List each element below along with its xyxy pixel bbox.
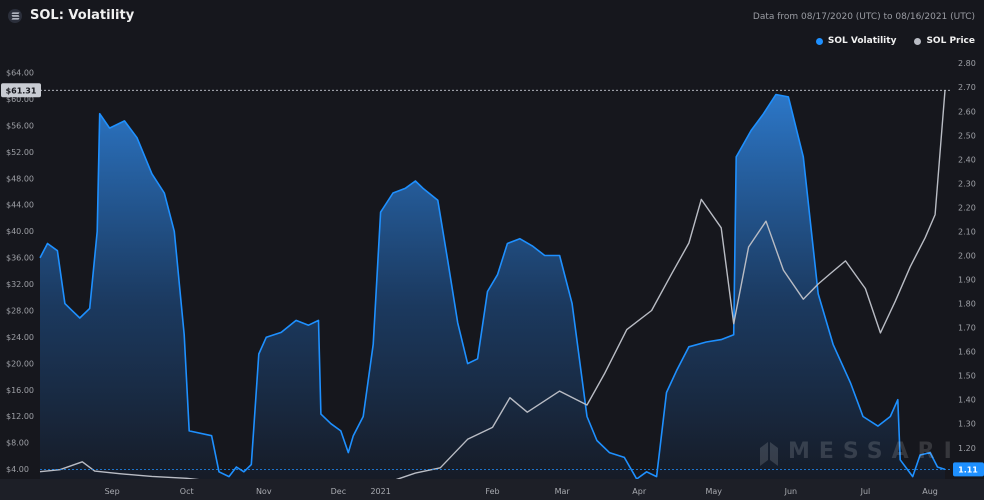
x-tick-label: Aug <box>922 487 938 496</box>
volatility-badge-label: 1.11 <box>958 465 978 474</box>
y-left-tick-label: $40.00 <box>6 227 34 236</box>
y-right-tick-label: 2.50 <box>958 131 976 140</box>
legend-item-volatility[interactable]: SOL Volatility <box>815 36 897 46</box>
y-right-tick-label: 1.70 <box>958 324 976 333</box>
y-left-tick-label: $48.00 <box>6 174 34 183</box>
volatility-area <box>40 94 945 479</box>
y-right-tick-label: 2.10 <box>958 227 976 236</box>
x-tick-label: Sep <box>105 487 120 496</box>
date-range-subtitle: Data from 08/17/2020 (UTC) to 08/16/2021… <box>752 12 975 22</box>
y-left-tick-label: $28.00 <box>6 306 34 315</box>
chart-title: SOL: Volatility <box>30 8 135 23</box>
price-badge-label: $61.31 <box>6 86 37 95</box>
price-badge <box>1 83 41 98</box>
x-tick-label: 2021 <box>370 487 390 496</box>
legend-dot-volatility <box>815 37 823 45</box>
x-tick-label: Nov <box>256 487 272 496</box>
chart-header: SOL: Volatility <box>8 8 134 23</box>
y-right-tick-label: 1.50 <box>958 372 976 381</box>
x-tick-label: Jun <box>784 487 798 496</box>
y-right-tick-label: 2.70 <box>958 83 976 92</box>
y-left-tick-label: $32.00 <box>6 280 34 289</box>
x-tick-label: Jul <box>860 487 871 496</box>
volatility-line[interactable] <box>39 93 946 480</box>
y-right-tick-label: 1.60 <box>958 348 976 357</box>
messari-watermark: MESSARI <box>788 439 961 464</box>
y-right-tick-label: 1.40 <box>958 396 976 405</box>
y-right-tick-label: 2.80 <box>958 59 976 68</box>
y-right-tick-label: 2.20 <box>958 203 976 212</box>
x-tick-label: May <box>706 487 723 496</box>
x-tick-label: Oct <box>180 487 194 496</box>
y-left-tick-label: $60.00 <box>6 95 34 104</box>
legend-dot-price <box>914 37 922 45</box>
chart-legend: SOL Volatility SOL Price <box>815 36 975 46</box>
y-right-tick-label: 1.20 <box>958 444 976 453</box>
y-right-tick-label: 2.40 <box>958 155 976 164</box>
y-right-tick-label: 2.00 <box>958 251 976 260</box>
y-right-tick-label: 1.90 <box>958 276 976 285</box>
volatility-badge <box>953 462 984 477</box>
y-left-tick-label: $44.00 <box>6 201 34 210</box>
x-tick-label: Mar <box>555 487 571 496</box>
y-left-tick-label: $4.00 <box>6 465 29 474</box>
y-right-tick-label: 1.30 <box>958 420 976 429</box>
y-left-tick-label: $24.00 <box>6 333 34 342</box>
x-tick-label: Apr <box>632 487 647 496</box>
legend-item-price[interactable]: SOL Price <box>914 36 975 46</box>
y-left-tick-label: $20.00 <box>6 359 34 368</box>
y-left-tick-label: $56.00 <box>6 121 34 130</box>
y-left-tick-label: $16.00 <box>6 386 34 395</box>
y-left-tick-label: $64.00 <box>6 69 34 78</box>
y-right-tick-label: 1.80 <box>958 300 976 309</box>
messari-logo-icon <box>760 442 778 466</box>
legend-label-volatility: SOL Volatility <box>827 36 897 46</box>
x-tick-label: Dec <box>331 487 346 496</box>
x-tick-label: Feb <box>485 487 499 496</box>
y-left-tick-label: $36.00 <box>6 254 34 263</box>
y-right-tick-label: 2.60 <box>958 107 976 116</box>
legend-label-price: SOL Price <box>926 36 975 46</box>
y-left-tick-label: $52.00 <box>6 148 34 157</box>
y-right-tick-label: 2.30 <box>958 179 976 188</box>
y-left-tick-label: $12.00 <box>6 412 34 421</box>
solana-logo-icon <box>8 8 22 23</box>
y-left-tick-label: $8.00 <box>6 439 29 448</box>
x-axis-band <box>0 479 984 500</box>
